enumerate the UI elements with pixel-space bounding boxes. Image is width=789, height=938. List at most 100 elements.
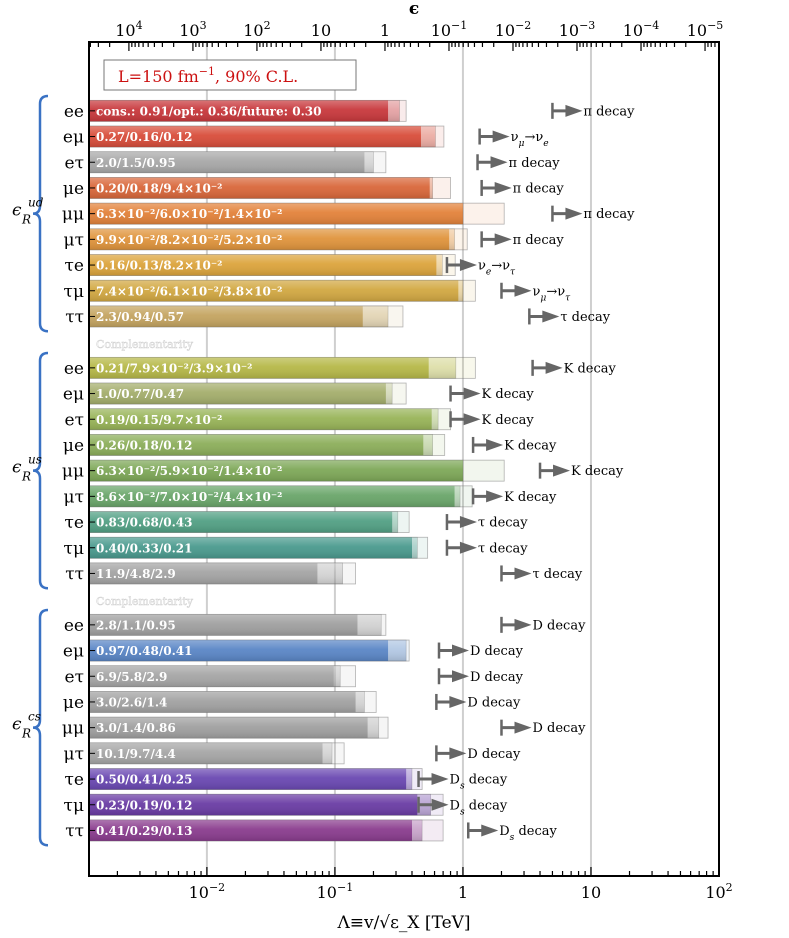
decay-arrow-head xyxy=(494,181,512,194)
row-label: τμ xyxy=(64,282,84,302)
row-label: eτ xyxy=(65,667,84,687)
decay-arrow-head xyxy=(451,644,469,657)
top-tick-label: 104 xyxy=(115,19,142,40)
bar-value-label: 6.3×10⁻²/6.0×10⁻²/1.4×10⁻² xyxy=(96,207,282,221)
decay-arrow-head xyxy=(514,721,532,734)
bar-value-label: 9.9×10⁻²/8.2×10⁻²/5.2×10⁻² xyxy=(96,233,282,247)
bar-value-label: 6.3×10⁻²/5.9×10⁻²/1.4×10⁻² xyxy=(96,464,282,478)
bar-value-label: 0.26/0.18/0.12 xyxy=(96,438,192,452)
decay-label: K decay xyxy=(564,361,617,376)
decay-arrow-head xyxy=(451,670,469,683)
row-label: μμ xyxy=(62,462,84,482)
decay-label: π decay xyxy=(509,156,561,171)
row-label: μμ xyxy=(62,719,84,739)
row-label: ee xyxy=(64,359,84,379)
decay-arrow-head xyxy=(494,233,512,246)
decay-label: τ decay xyxy=(478,516,528,531)
decay-arrow-head xyxy=(490,156,508,169)
row-label: μe xyxy=(63,436,84,456)
top-tick-label: 10−1 xyxy=(431,19,468,40)
top-tick-label: 10−3 xyxy=(559,19,596,40)
x-axis-title: Λ≡v/√ε_X [TeV] xyxy=(336,913,470,933)
group-brace xyxy=(32,351,49,590)
top-tick-label: 103 xyxy=(179,19,206,40)
legend-text: L=150 fm−1, 90% C.L. xyxy=(118,65,298,86)
bar-value-label: 11.9/4.8/2.9 xyxy=(96,567,176,581)
row-label: ee xyxy=(64,102,84,122)
bar-value-label: cons.: 0.91/opt.: 0.36/future: 0.30 xyxy=(96,104,321,118)
complementarity-label: Complementarity xyxy=(96,338,194,351)
top-tick-label: 10−5 xyxy=(687,19,724,40)
row-label: τμ xyxy=(64,539,84,559)
top-tick-label: 10 xyxy=(311,21,331,40)
row-label: μμ xyxy=(62,205,84,225)
bar-value-label: 8.6×10⁻²/7.0×10⁻²/4.4×10⁻² xyxy=(96,490,282,504)
row-label: μτ xyxy=(64,230,84,250)
row-label: eτ xyxy=(65,153,84,173)
top-tick-label: 102 xyxy=(243,19,270,40)
bar-value-label: 0.23/0.19/0.12 xyxy=(96,798,192,812)
decay-label: π decay xyxy=(583,104,635,119)
row-label: eμ xyxy=(63,642,84,662)
bar-value-label: 0.20/0.18/9.4×10⁻² xyxy=(96,181,222,195)
bar-value-label: 0.27/0.16/0.12 xyxy=(96,130,192,144)
decay-arrow-head xyxy=(486,438,504,451)
row-label: μe xyxy=(63,693,84,713)
decay-arrow-head xyxy=(542,310,560,323)
bar-value-label: 1.0/0.77/0.47 xyxy=(96,387,184,401)
group-label: ϵ ud R xyxy=(12,196,44,227)
bar-value-label: 0.50/0.41/0.25 xyxy=(96,773,192,787)
decay-arrow-head xyxy=(565,207,583,220)
decay-arrow-head xyxy=(481,824,499,837)
bar-value-label: 2.0/1.5/0.95 xyxy=(96,156,176,170)
bar-value-label: 0.40/0.33/0.21 xyxy=(96,541,192,555)
group-label: ϵ us R xyxy=(12,453,42,484)
decay-label: D decay xyxy=(470,644,524,659)
row-label: τe xyxy=(65,770,84,790)
row-label: ττ xyxy=(65,821,84,841)
decay-arrow-head xyxy=(459,259,477,272)
complementarity-label: Complementarity xyxy=(96,595,194,608)
decay-arrow-head xyxy=(449,695,467,708)
row-label: eτ xyxy=(65,410,84,430)
decay-arrow-head xyxy=(553,464,571,477)
x-tick-label: 10−1 xyxy=(317,881,354,902)
decay-label: D decay xyxy=(532,721,586,736)
bar-value-label: 0.16/0.13/8.2×10⁻² xyxy=(96,259,222,273)
decay-label: K decay xyxy=(571,464,624,479)
bar-value-label: 0.21/7.9×10⁻²/3.9×10⁻² xyxy=(96,361,252,375)
legend-box xyxy=(103,59,357,91)
decay-label: νμ→νe xyxy=(511,130,549,149)
bar-value-label: 2.8/1.1/0.95 xyxy=(96,618,176,632)
bar-value-label: 3.0/1.4/0.86 xyxy=(96,721,176,735)
row-label: eμ xyxy=(63,385,84,405)
decay-label: Ds decay xyxy=(450,798,508,817)
decay-arrow-head xyxy=(545,361,563,374)
decay-arrow-head xyxy=(514,618,532,631)
row-label: τe xyxy=(65,256,84,276)
decay-arrows-layer: π decay νμ→νe π decay π decay π decay π decay… xyxy=(417,102,635,843)
decay-label: K decay xyxy=(482,387,535,402)
decay-arrow-head xyxy=(463,387,481,400)
decay-label: π decay xyxy=(583,207,635,222)
row-label: eμ xyxy=(63,128,84,148)
decay-arrow-head xyxy=(514,567,532,580)
top-tick-label: 1 xyxy=(380,21,390,40)
decay-arrow-head xyxy=(449,747,467,760)
bar-value-label: 10.1/9.7/4.4 xyxy=(96,747,176,761)
top-axis-title: ϵ xyxy=(409,0,419,19)
bar-value-label: 0.97/0.48/0.41 xyxy=(96,644,192,658)
decay-label: K decay xyxy=(504,490,557,505)
bars-layer: cons.: 0.91/opt.: 0.36/future: 0.30 0.27/… xyxy=(88,99,505,842)
x-tick-label: 10−2 xyxy=(189,881,226,902)
decay-label: D decay xyxy=(467,747,521,762)
decay-label: π decay xyxy=(513,181,565,196)
bar-value-label: 6.9/5.8/2.9 xyxy=(96,670,167,684)
decay-label: νe→ντ xyxy=(478,259,516,278)
group-brace xyxy=(32,94,49,333)
decay-arrow-head xyxy=(565,104,583,117)
bar-value-label: 0.83/0.68/0.43 xyxy=(96,516,192,530)
top-tick-label: 10−2 xyxy=(495,19,532,40)
